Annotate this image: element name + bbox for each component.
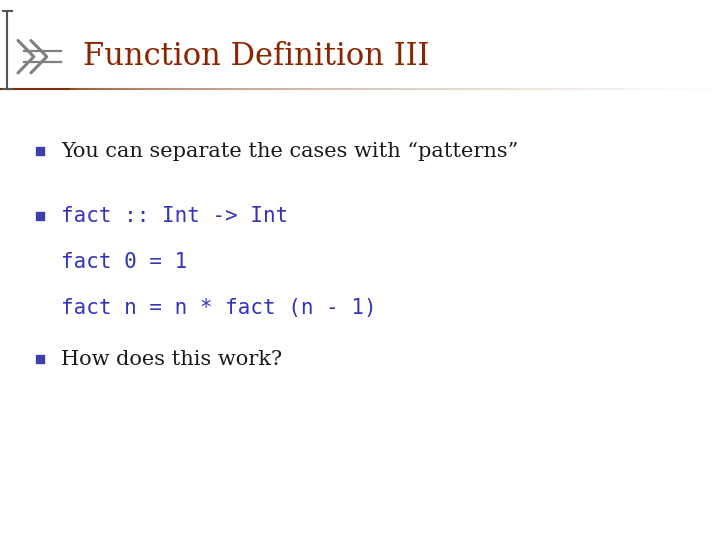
Text: fact :: Int -> Int: fact :: Int -> Int [61, 206, 289, 226]
Text: How does this work?: How does this work? [61, 349, 282, 369]
Text: fact 0 = 1: fact 0 = 1 [61, 252, 187, 272]
Text: fact n = n * fact (n - 1): fact n = n * fact (n - 1) [61, 298, 377, 318]
Text: You can separate the cases with “patterns”: You can separate the cases with “pattern… [61, 141, 518, 161]
Text: Function Definition III: Function Definition III [83, 41, 429, 72]
